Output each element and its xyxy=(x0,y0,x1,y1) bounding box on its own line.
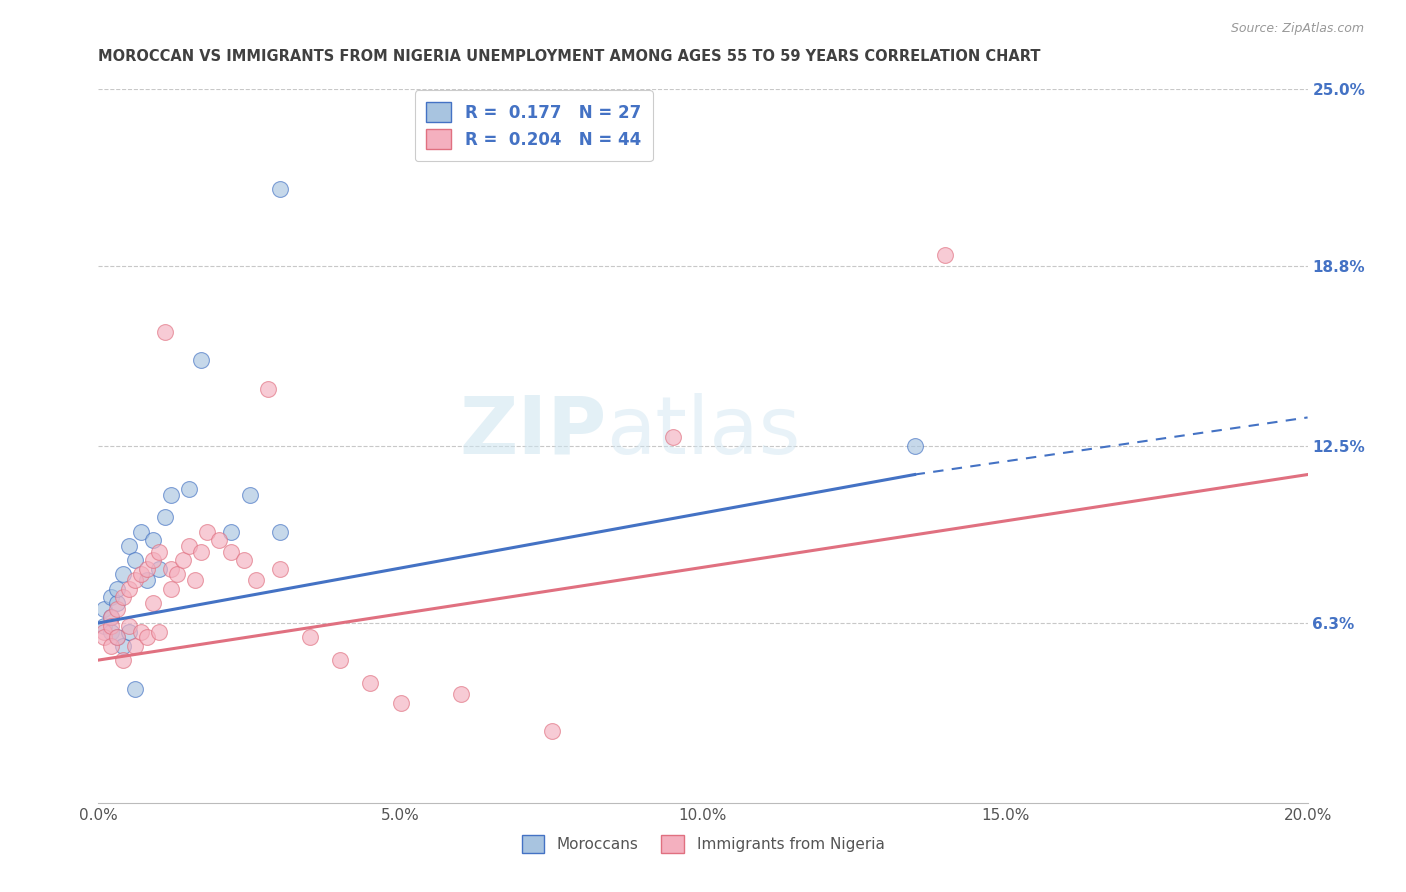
Point xyxy=(111,591,134,605)
Point xyxy=(100,610,122,624)
Text: ZIP: ZIP xyxy=(458,392,606,471)
Point xyxy=(124,639,146,653)
Point xyxy=(329,653,352,667)
Point xyxy=(148,562,170,576)
Point xyxy=(172,553,194,567)
Point xyxy=(124,553,146,567)
Point xyxy=(239,487,262,501)
Point xyxy=(160,487,183,501)
Point xyxy=(360,676,382,690)
Point xyxy=(166,567,188,582)
Point xyxy=(100,591,122,605)
Point xyxy=(118,624,141,639)
Point xyxy=(100,624,122,639)
Point xyxy=(111,567,134,582)
Text: MOROCCAN VS IMMIGRANTS FROM NIGERIA UNEMPLOYMENT AMONG AGES 55 TO 59 YEARS CORRE: MOROCCAN VS IMMIGRANTS FROM NIGERIA UNEM… xyxy=(98,49,1040,64)
Point xyxy=(105,596,128,610)
Point xyxy=(105,582,128,596)
Point xyxy=(105,630,128,644)
Point xyxy=(142,553,165,567)
Point xyxy=(93,601,115,615)
Point xyxy=(232,553,254,567)
Point xyxy=(208,533,231,548)
Text: atlas: atlas xyxy=(606,392,800,471)
Point xyxy=(111,653,134,667)
Point xyxy=(256,382,278,396)
Point xyxy=(540,724,562,739)
Point xyxy=(269,182,291,196)
Point xyxy=(135,630,157,644)
Point xyxy=(129,567,152,582)
Point xyxy=(190,353,212,368)
Point xyxy=(179,539,201,553)
Point xyxy=(184,573,207,587)
Point xyxy=(221,524,243,539)
Point xyxy=(160,562,183,576)
Point xyxy=(118,582,141,596)
Point xyxy=(195,524,218,539)
Point xyxy=(93,624,115,639)
Point xyxy=(934,248,956,262)
Legend: Moroccans, Immigrants from Nigeria: Moroccans, Immigrants from Nigeria xyxy=(516,829,890,859)
Point xyxy=(105,630,128,644)
Point xyxy=(148,544,170,558)
Point xyxy=(389,696,412,710)
Point xyxy=(135,573,157,587)
Point xyxy=(269,524,291,539)
Point xyxy=(179,482,201,496)
Point xyxy=(142,533,165,548)
Point xyxy=(190,544,212,558)
Point xyxy=(904,439,927,453)
Point xyxy=(124,681,146,696)
Point xyxy=(93,619,115,633)
Point xyxy=(245,573,267,587)
Point xyxy=(135,562,157,576)
Point xyxy=(111,639,134,653)
Point xyxy=(100,639,122,653)
Point xyxy=(153,510,176,524)
Point xyxy=(100,610,122,624)
Point xyxy=(129,524,152,539)
Text: Source: ZipAtlas.com: Source: ZipAtlas.com xyxy=(1230,22,1364,36)
Point xyxy=(160,582,183,596)
Point xyxy=(129,624,152,639)
Point xyxy=(105,601,128,615)
Point xyxy=(118,539,141,553)
Point xyxy=(450,687,472,701)
Point xyxy=(153,325,176,339)
Point xyxy=(299,630,322,644)
Point xyxy=(142,596,165,610)
Point xyxy=(148,624,170,639)
Point xyxy=(221,544,243,558)
Point xyxy=(124,573,146,587)
Point xyxy=(269,562,291,576)
Point xyxy=(118,619,141,633)
Point xyxy=(93,630,115,644)
Point xyxy=(100,619,122,633)
Point xyxy=(661,430,683,444)
